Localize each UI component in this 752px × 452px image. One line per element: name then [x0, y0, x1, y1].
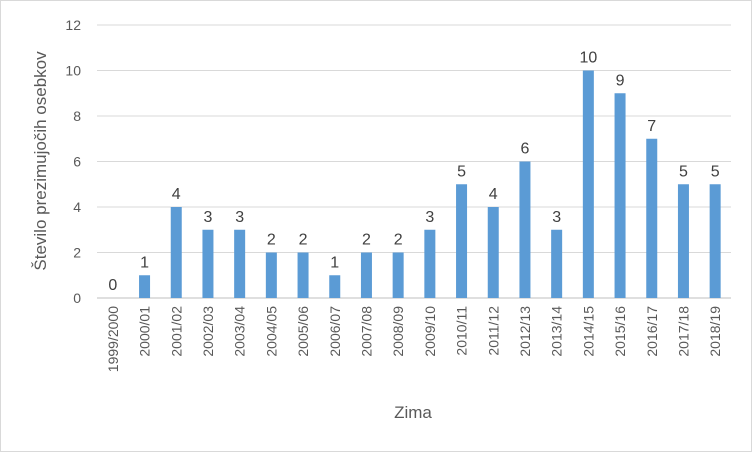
- bar: [170, 207, 182, 298]
- x-tick-label: 2012/13: [517, 306, 533, 357]
- x-tick-label: 2008/09: [390, 306, 406, 357]
- data-label: 3: [235, 209, 244, 226]
- bars: [139, 70, 721, 298]
- bar: [234, 229, 246, 298]
- data-labels: 0 1 4 3 3 2 2 1 2 2 3 5 4 6 3 10 9 7 5 5: [108, 50, 719, 295]
- x-tick-label: 2002/03: [200, 306, 216, 357]
- data-label: 2: [362, 232, 371, 249]
- data-label: 10: [579, 50, 597, 67]
- bar: [424, 229, 436, 298]
- data-label: 3: [552, 209, 561, 226]
- x-axis-ticks: 1999/2000 2000/01 2001/02 2002/03 2003/04 200…: [105, 306, 723, 372]
- data-label: 0: [108, 277, 117, 294]
- x-tick-label: 2003/04: [232, 306, 248, 357]
- bar: [392, 252, 404, 298]
- x-tick-label: 2007/08: [358, 306, 374, 357]
- bar: [519, 161, 531, 298]
- data-label: 3: [425, 209, 434, 226]
- y-tick-label: 2: [73, 245, 81, 261]
- bar: [487, 207, 499, 298]
- bar: [456, 184, 468, 298]
- x-axis-title: Zima: [394, 403, 432, 422]
- y-tick-label: 6: [73, 154, 81, 170]
- x-tick-label: 2016/17: [644, 306, 660, 357]
- y-tick-label: 0: [73, 290, 81, 306]
- bar: [709, 184, 721, 298]
- data-label: 9: [616, 72, 625, 89]
- data-label: 5: [457, 163, 466, 180]
- x-tick-label: 2015/16: [612, 306, 628, 357]
- bar: [202, 229, 214, 298]
- bar: [582, 70, 594, 298]
- y-tick-label: 10: [65, 63, 81, 79]
- x-tick-label: 2005/06: [295, 306, 311, 357]
- x-tick-label: 2001/02: [168, 306, 184, 357]
- y-tick-label: 12: [65, 17, 81, 33]
- x-tick-label: 1999/2000: [105, 306, 121, 372]
- x-tick-label: 2013/14: [549, 306, 565, 357]
- x-tick-label: 2014/15: [580, 306, 596, 357]
- x-tick-label: 2004/05: [263, 306, 279, 357]
- data-label: 3: [203, 209, 212, 226]
- data-label: 4: [489, 186, 498, 203]
- data-label: 2: [394, 232, 403, 249]
- gridlines: [97, 24, 731, 299]
- data-label: 5: [711, 163, 720, 180]
- bar: [614, 93, 626, 298]
- data-label: 2: [299, 232, 308, 249]
- bar: [265, 252, 277, 298]
- data-label: 5: [679, 163, 688, 180]
- x-tick-label: 2017/18: [675, 306, 691, 357]
- data-label: 4: [172, 186, 181, 203]
- bar: [139, 275, 151, 298]
- y-tick-label: 4: [73, 199, 81, 215]
- x-tick-label: 2009/10: [422, 306, 438, 357]
- x-tick-label: 2006/07: [327, 306, 343, 357]
- x-tick-label: 2018/19: [707, 306, 723, 357]
- data-label: 7: [647, 118, 656, 135]
- data-label: 2: [267, 232, 276, 249]
- x-tick-label: 2011/12: [485, 306, 501, 356]
- bar: [329, 275, 341, 298]
- bar: [360, 252, 372, 298]
- y-tick-label: 8: [73, 108, 81, 124]
- data-label: 1: [330, 254, 339, 271]
- x-tick-label: 2010/11: [454, 306, 470, 356]
- x-tick-label: 2000/01: [137, 306, 153, 357]
- y-axis-ticks: 0 2 4 6 8 10 12: [65, 17, 81, 306]
- bar: [551, 229, 563, 298]
- bar: [297, 252, 309, 298]
- bar: [646, 138, 658, 298]
- y-axis-title: Število prezimujočih osebkov: [31, 51, 50, 271]
- data-label: 6: [520, 141, 529, 158]
- data-label: 1: [140, 254, 149, 271]
- bar: [677, 184, 689, 298]
